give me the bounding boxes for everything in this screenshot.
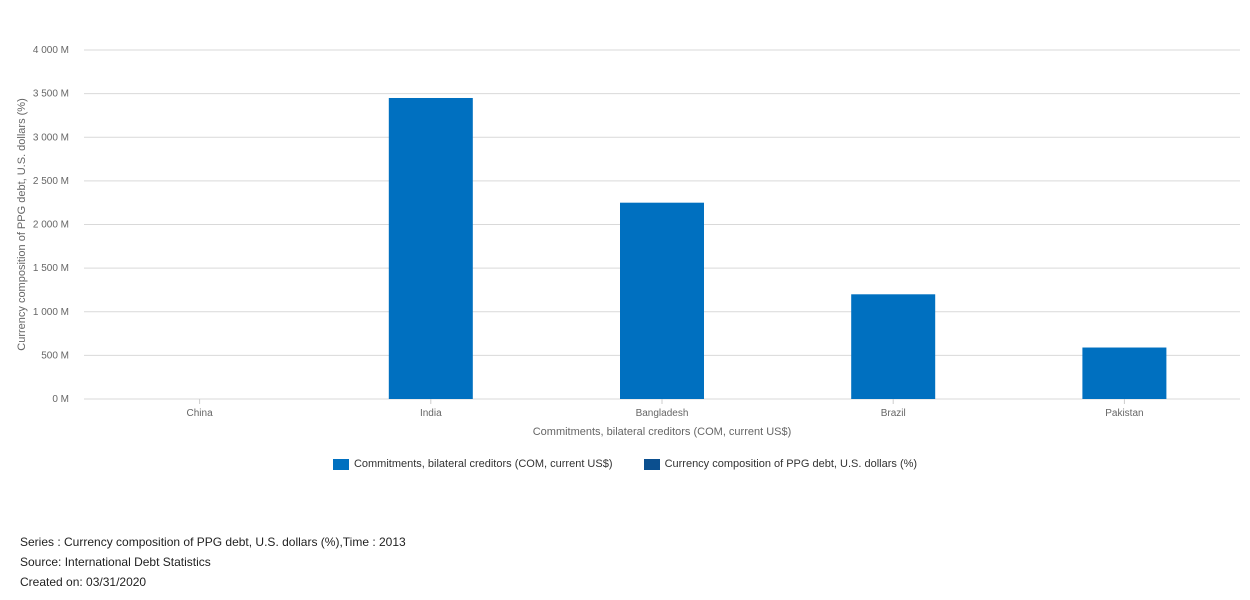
y-tick-label: 2 000 M bbox=[33, 220, 69, 231]
footer-created-line: Created on: 03/31/2020 bbox=[20, 575, 147, 589]
y-tick-label: 500 M bbox=[41, 350, 69, 361]
legend: Commitments, bilateral creditors (COM, c… bbox=[0, 458, 1250, 473]
legend-item-currency-composition[interactable]: Currency composition of PPG debt, U.S. d… bbox=[643, 458, 918, 470]
bars bbox=[388, 97, 1167, 400]
x-tick-label: Pakistan bbox=[1105, 408, 1143, 419]
x-axis-title: Commitments, bilateral creditors (COM, c… bbox=[533, 426, 792, 438]
legend-label: Commitments, bilateral creditors (COM, c… bbox=[353, 458, 613, 470]
x-tick-label: Brazil bbox=[881, 408, 906, 419]
bar-pakistan[interactable] bbox=[1082, 347, 1167, 399]
legend-label: Currency composition of PPG debt, U.S. d… bbox=[664, 458, 918, 470]
legend-swatch bbox=[332, 458, 349, 470]
bar-brazil[interactable] bbox=[851, 294, 936, 399]
y-tick-label: 1 500 M bbox=[33, 263, 69, 274]
y-tick-label: 1 000 M bbox=[33, 307, 69, 318]
legend-item-commitments[interactable]: Commitments, bilateral creditors (COM, c… bbox=[332, 458, 613, 470]
y-tick-label: 3 000 M bbox=[33, 132, 69, 143]
y-tick-label: 0 M bbox=[52, 394, 69, 405]
y-tick-label: 3 500 M bbox=[33, 89, 69, 100]
y-tick-label: 2 500 M bbox=[33, 176, 69, 187]
footer-source-line: Source: International Debt Statistics bbox=[20, 555, 211, 569]
y-tick-label: 4 000 M bbox=[33, 45, 69, 56]
bar-chart: 0 M 500 M 1 000 M 1 500 M 2 000 M 2 500 M 3 00… bbox=[16, 45, 1240, 438]
bar-india[interactable] bbox=[388, 97, 473, 400]
chart-footer: Series : Currency composition of PPG deb… bbox=[20, 532, 406, 592]
y-axis-ticks: 0 M 500 M 1 000 M 1 500 M 2 000 M 2 500 M 3 00… bbox=[33, 45, 69, 405]
bar-bangladesh[interactable] bbox=[620, 202, 704, 399]
footer-series-line: Series : Currency composition of PPG deb… bbox=[20, 535, 406, 549]
y-axis-title: Currency composition of PPG debt, U.S. d… bbox=[16, 98, 28, 350]
x-tick-label: Bangladesh bbox=[636, 408, 689, 419]
x-tick-label: China bbox=[187, 408, 214, 419]
x-axis-ticks: China India Bangladesh Brazil Pakistan bbox=[187, 399, 1144, 419]
x-tick-label: India bbox=[420, 408, 442, 419]
legend-swatch bbox=[643, 458, 660, 470]
